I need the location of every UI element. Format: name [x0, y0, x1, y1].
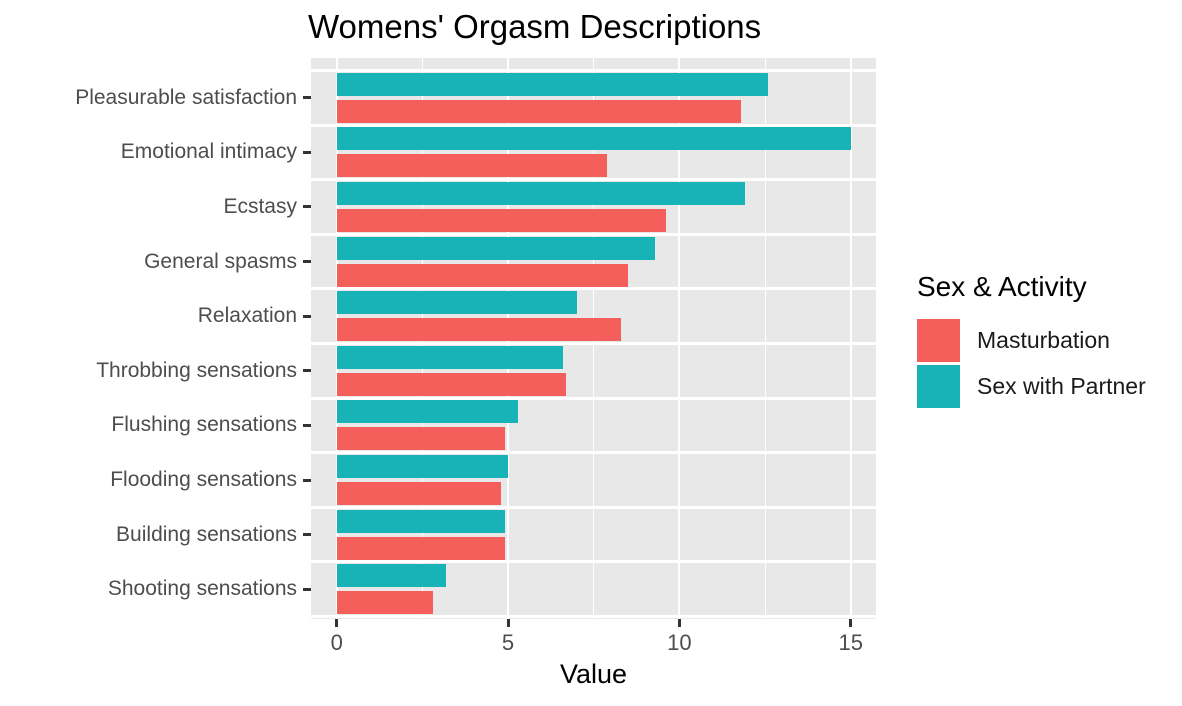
row-divider: [311, 505, 876, 509]
legend-swatch: [917, 365, 960, 408]
plot-panel: [311, 58, 876, 619]
bar-masturbation: [336, 99, 742, 123]
bar-sex-with-partner: [336, 72, 769, 96]
legend-swatch: [917, 319, 960, 362]
x-tick-mark: [677, 619, 681, 627]
bar-masturbation: [336, 482, 502, 506]
y-axis-label: Ecstasy: [223, 194, 297, 218]
x-tick-label: 10: [667, 630, 692, 655]
y-tick-mark: [303, 533, 311, 537]
row-divider: [311, 68, 876, 72]
row-divider: [311, 342, 876, 345]
x-axis-title: Value: [559, 659, 628, 689]
bar-masturbation: [336, 263, 628, 287]
x-tick-mark: [506, 619, 510, 627]
row-divider: [311, 451, 876, 455]
bar-masturbation: [336, 154, 608, 178]
row-divider: [311, 123, 876, 127]
x-tick-label: 15: [838, 630, 863, 655]
legend-entries: Masturbation Sex with Partner: [917, 319, 1146, 408]
y-axis-label: Flooding sensations: [110, 468, 297, 492]
gridline-major: [849, 58, 852, 619]
legend: Sex & Activity Masturbation Sex with Part…: [917, 271, 1146, 411]
y-axis-label: Flushing sensations: [111, 413, 297, 437]
y-axis-label: Relaxation: [197, 304, 297, 328]
y-axis-label: Emotional intimacy: [120, 140, 297, 164]
legend-label: Masturbation: [977, 327, 1110, 353]
bar-masturbation: [336, 372, 567, 396]
x-tick-label: 5: [501, 630, 515, 655]
bar-masturbation: [336, 591, 433, 615]
y-axis-label: Building sensations: [116, 522, 297, 546]
bar-masturbation: [336, 318, 622, 342]
bar-sex-with-partner: [336, 455, 509, 479]
legend-entry: Sex with Partner: [917, 365, 1146, 408]
bar-masturbation: [336, 427, 505, 451]
x-tick-mark: [335, 619, 339, 627]
x-tick-mark: [849, 619, 853, 627]
legend-entry: Masturbation: [917, 319, 1146, 362]
row-divider: [311, 560, 876, 564]
y-tick-mark: [303, 150, 311, 154]
row-divider: [311, 615, 876, 619]
bar-sex-with-partner: [336, 400, 519, 424]
bar-sex-with-partner: [336, 345, 563, 369]
y-tick-mark: [303, 423, 311, 427]
bar-sex-with-partner: [336, 181, 745, 205]
gridline-minor: [764, 58, 766, 619]
y-tick-mark: [303, 96, 311, 100]
y-axis-label: Shooting sensations: [107, 577, 297, 601]
y-tick-mark: [303, 587, 311, 591]
gridline-major: [678, 58, 681, 619]
bar-masturbation: [336, 536, 505, 560]
bar-sex-with-partner: [336, 509, 505, 533]
bar-masturbation: [336, 208, 666, 232]
bar-sex-with-partner: [336, 236, 656, 260]
legend-title: Sex & Activity: [917, 271, 1087, 302]
bar-sex-with-partner: [336, 564, 447, 588]
y-axis-label: General spasms: [144, 249, 297, 273]
y-tick-mark: [303, 314, 311, 318]
y-tick-mark: [303, 478, 311, 482]
row-divider: [311, 232, 876, 236]
bar-sex-with-partner: [336, 127, 851, 151]
page-title: Womens' Orgasm Descriptions: [308, 8, 762, 45]
y-axis-label: Pleasurable satisfaction: [75, 85, 297, 109]
legend-label: Sex with Partner: [977, 373, 1146, 399]
y-tick-mark: [303, 205, 311, 209]
row-divider: [311, 396, 876, 400]
row-divider: [311, 287, 876, 291]
y-tick-mark: [303, 260, 311, 264]
y-axis-label: Throbbing sensations: [96, 358, 297, 382]
x-tick-label: 0: [330, 630, 343, 655]
row-divider: [311, 178, 876, 182]
y-tick-mark: [303, 369, 311, 373]
bar-sex-with-partner: [336, 291, 577, 315]
